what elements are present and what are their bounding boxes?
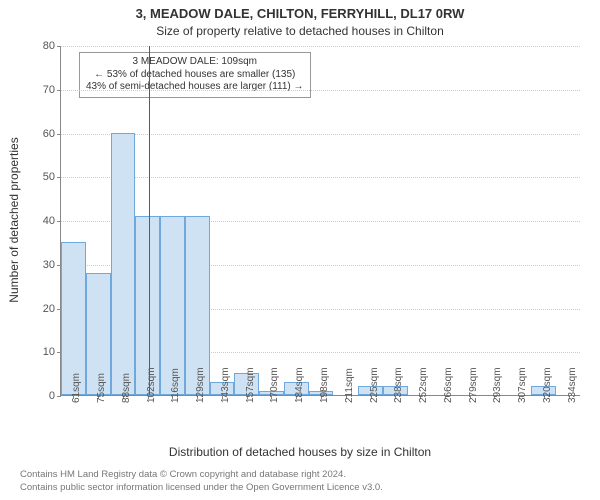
gridline xyxy=(61,177,580,178)
xtick-label: 102sqm xyxy=(146,367,157,403)
gridline xyxy=(61,46,580,47)
xtick-label: 279sqm xyxy=(468,367,479,403)
xtick-label: 116sqm xyxy=(170,368,181,403)
ytick-label: 20 xyxy=(43,303,61,315)
xtick-label: 61sqm xyxy=(71,373,82,403)
x-axis-label: Distribution of detached houses by size … xyxy=(0,445,600,459)
ytick-label: 0 xyxy=(49,390,61,402)
chart-container: 3, MEADOW DALE, CHILTON, FERRYHILL, DL17… xyxy=(0,0,600,500)
annotation-line1: 3 MEADOW DALE: 109sqm xyxy=(86,56,304,69)
ytick-label: 60 xyxy=(43,128,61,140)
annotation-line2: ← 53% of detached houses are smaller (13… xyxy=(86,69,304,82)
ytick-label: 30 xyxy=(43,259,61,271)
reference-line xyxy=(149,46,150,395)
bar xyxy=(111,133,136,396)
chart-title: 3, MEADOW DALE, CHILTON, FERRYHILL, DL17… xyxy=(0,6,600,21)
chart-subtitle: Size of property relative to detached ho… xyxy=(0,24,600,38)
xtick-label: 129sqm xyxy=(195,367,206,403)
annotation-line3: 43% of semi-detached houses are larger (… xyxy=(86,81,304,94)
xtick-label: 225sqm xyxy=(369,367,380,403)
xtick-label: 334sqm xyxy=(567,367,578,403)
xtick-label: 198sqm xyxy=(319,367,330,403)
xtick-label: 211sqm xyxy=(344,368,355,403)
xtick-label: 170sqm xyxy=(269,367,280,403)
footer-line2: Contains public sector information licen… xyxy=(20,482,383,494)
y-axis-label: Number of detached properties xyxy=(7,137,21,302)
gridline xyxy=(61,134,580,135)
ytick-label: 70 xyxy=(43,84,61,96)
xtick-label: 238sqm xyxy=(393,367,404,403)
xtick-label: 157sqm xyxy=(245,367,256,403)
xtick-label: 266sqm xyxy=(443,367,454,403)
xtick-label: 75sqm xyxy=(96,373,107,403)
xtick-label: 320sqm xyxy=(542,367,553,403)
ytick-label: 40 xyxy=(43,215,61,227)
xtick-label: 307sqm xyxy=(517,367,528,403)
plot-area: 3 MEADOW DALE: 109sqm ← 53% of detached … xyxy=(60,46,580,396)
ytick-label: 80 xyxy=(43,40,61,52)
footer-attribution: Contains HM Land Registry data © Crown c… xyxy=(20,469,383,494)
gridline xyxy=(61,90,580,91)
xtick-label: 88sqm xyxy=(121,373,132,403)
footer-line1: Contains HM Land Registry data © Crown c… xyxy=(20,469,383,481)
xtick-label: 293sqm xyxy=(492,367,503,403)
xtick-label: 143sqm xyxy=(220,367,231,403)
xtick-label: 184sqm xyxy=(294,367,305,403)
ytick-label: 10 xyxy=(43,346,61,358)
ytick-label: 50 xyxy=(43,171,61,183)
xtick-label: 252sqm xyxy=(418,367,429,403)
